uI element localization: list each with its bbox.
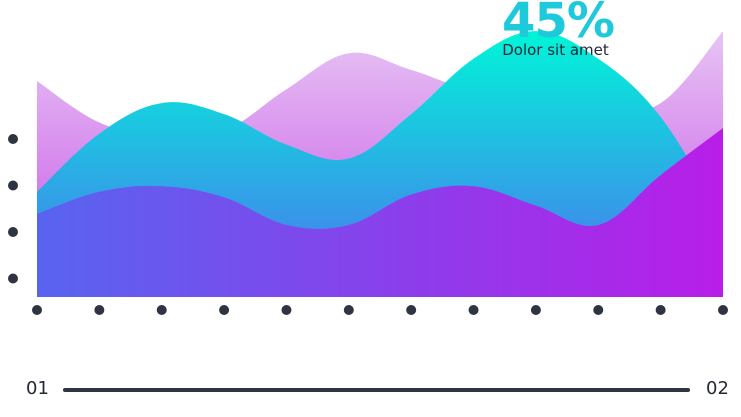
area-series-front — [37, 128, 723, 297]
x-axis-dot — [406, 305, 417, 315]
x-axis-dot — [718, 305, 728, 315]
range-end-label: 02 — [706, 378, 729, 399]
x-axis-dot — [156, 305, 167, 315]
x-axis-dot — [94, 305, 105, 315]
y-axis-dot — [8, 227, 18, 237]
x-axis-dot — [655, 305, 666, 315]
x-axis-dot — [281, 305, 292, 315]
kpi-value: 45% — [502, 0, 615, 49]
y-axis-dot — [8, 134, 18, 144]
y-axis-dot — [8, 273, 18, 284]
x-axis-dot — [219, 305, 230, 315]
kpi-label: Dolor sit amet — [502, 41, 609, 59]
x-axis-dot — [32, 305, 42, 315]
x-axis-dot — [530, 305, 541, 315]
x-axis-dot — [343, 305, 354, 315]
range-start-label: 01 — [26, 378, 49, 399]
range-line — [63, 388, 690, 392]
x-axis-dot — [468, 305, 479, 315]
x-axis-dot — [593, 305, 604, 315]
y-axis-dot — [8, 180, 18, 191]
